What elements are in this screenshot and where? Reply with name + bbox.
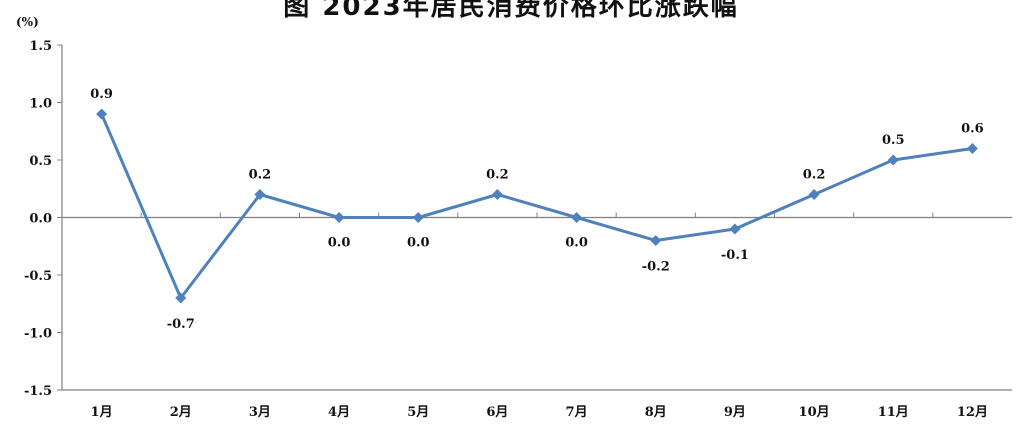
data-point: [650, 235, 662, 246]
data-label: 0.5: [882, 133, 905, 148]
x-axis-ticks: 1月 2月 3月 4月 5月 6月 7月 8月 9月 10月 11月 12月: [91, 405, 988, 420]
x-tick-label: 4月: [328, 405, 350, 420]
x-tick-label: 12月: [957, 405, 988, 420]
data-point: [412, 212, 424, 223]
data-point: [729, 223, 741, 235]
y-tick-label: 1.5: [29, 39, 52, 54]
axes: [61, 45, 1012, 391]
data-label: 0.6: [961, 122, 984, 137]
y-tick-label: 0.0: [29, 212, 52, 227]
x-tick-label: 5月: [407, 405, 429, 420]
x-tick-label: 3月: [249, 405, 271, 420]
x-tick-label: 7月: [566, 405, 588, 420]
x-tick-label: 10月: [799, 405, 830, 420]
series-line: [100, 113, 973, 300]
y-tick-label: -1.0: [24, 327, 52, 342]
x-tick-label: 1月: [91, 405, 113, 420]
x-tick-label: 2月: [170, 405, 192, 420]
data-label: -0.1: [721, 248, 749, 263]
data-label: -0.2: [642, 260, 670, 275]
data-label: 0.0: [565, 236, 588, 251]
y-axis-unit: (%): [16, 15, 39, 29]
series-polyline: [100, 113, 973, 300]
x-tick-label: 11月: [878, 405, 909, 420]
y-tick-label: 1.0: [29, 97, 52, 112]
y-tick-label: 0.5: [29, 154, 52, 169]
y-tick-label: -1.5: [24, 384, 52, 399]
data-point: [808, 189, 820, 200]
data-point: [175, 292, 187, 304]
y-axis-ticks: 1.5 1.0 0.5 0.0 -0.5 -1.0 -1.5: [24, 39, 62, 399]
data-point: [96, 108, 108, 120]
data-label: 0.9: [90, 87, 113, 102]
data-point: [887, 154, 899, 166]
data-label: 0.2: [249, 168, 272, 183]
data-label: -0.7: [167, 317, 195, 332]
series-points: [96, 108, 978, 304]
x-tick-label: 8月: [645, 405, 667, 420]
x-tick-label: 9月: [724, 405, 746, 420]
data-point: [966, 143, 978, 154]
data-label: 0.0: [328, 236, 351, 251]
data-label: 0.0: [407, 236, 430, 251]
data-label: 0.2: [803, 168, 826, 183]
data-point: [571, 212, 583, 223]
data-point: [491, 189, 503, 200]
data-point: [254, 189, 266, 200]
data-labels: 0.9 -0.7 0.2 0.0 0.0 0.2 0.0 -0.2 -0.1 0.2 0.5 0.6: [90, 87, 983, 332]
x-tick-label: 6月: [486, 405, 508, 420]
data-label: 0.2: [486, 168, 509, 183]
data-point: [333, 212, 345, 223]
y-tick-label: -0.5: [24, 269, 52, 284]
chart-title: 图 2023年居民消费价格环比涨跌幅: [283, 0, 739, 22]
